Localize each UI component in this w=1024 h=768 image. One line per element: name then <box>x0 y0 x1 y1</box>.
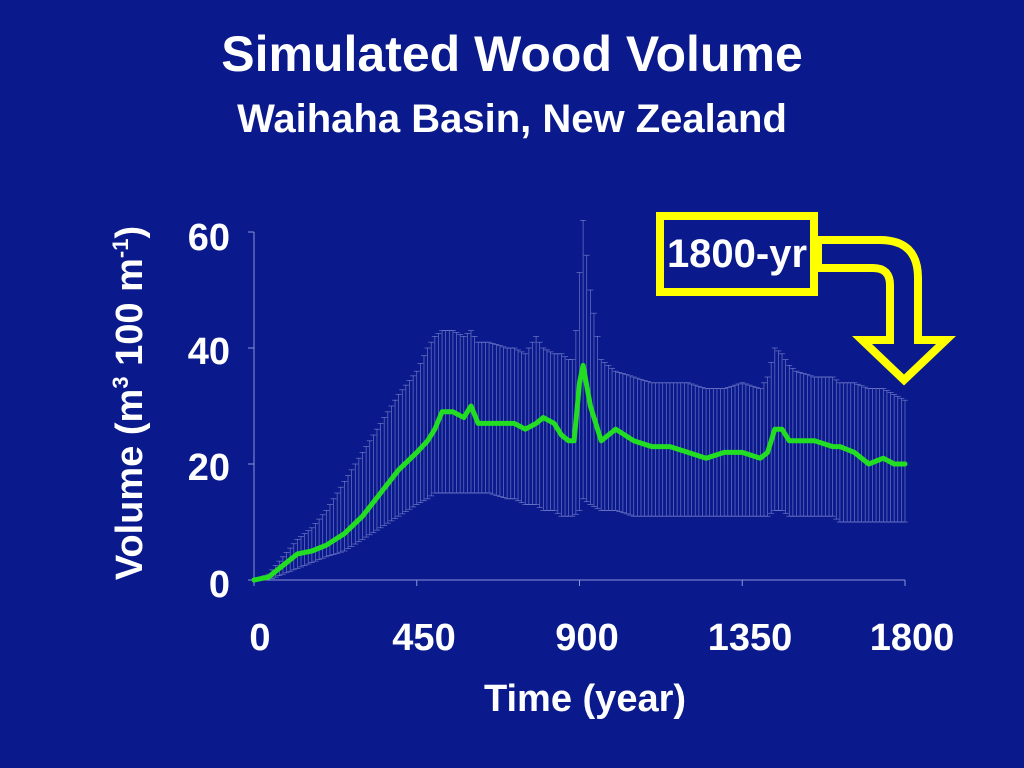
callout-badge: 1800-yr <box>656 212 818 296</box>
slide-subtitle: Waihaha Basin, New Zealand <box>237 97 787 141</box>
x-axis-label: Time (year) <box>483 678 687 720</box>
y-tick-label: 40 <box>187 331 230 373</box>
x-tick-label: 0 <box>249 617 271 659</box>
x-tick-label: 450 <box>392 617 456 659</box>
x-tick-label: 1350 <box>707 617 793 659</box>
slide-title: Simulated Wood Volume <box>221 26 803 82</box>
y-axis-label: Volume (m3 100 m-1) <box>108 225 151 581</box>
y-tick-label: 20 <box>187 447 230 489</box>
x-tick-label: 1800 <box>869 617 955 659</box>
axis-ticks <box>248 231 906 586</box>
callout-arrow <box>814 236 956 386</box>
error-bars <box>251 220 908 581</box>
series-line <box>251 362 908 583</box>
y-tick-label: 0 <box>208 564 230 606</box>
y-tick-label: 60 <box>187 217 230 259</box>
x-tick-label: 900 <box>555 617 619 659</box>
